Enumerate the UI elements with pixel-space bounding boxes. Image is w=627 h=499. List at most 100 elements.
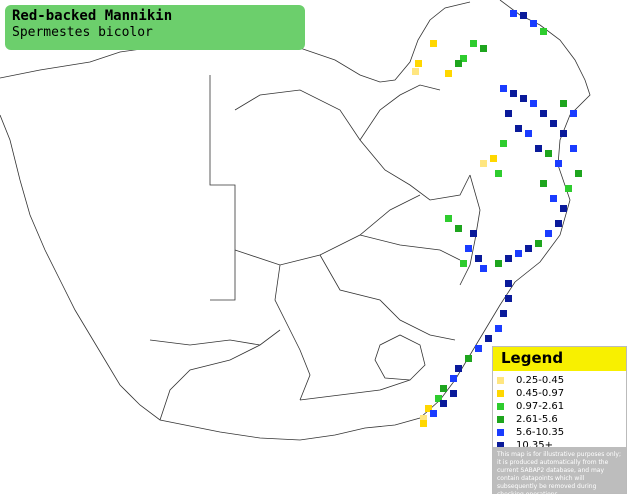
occurrence-cell xyxy=(430,410,437,417)
occurrence-cell xyxy=(465,355,472,362)
occurrence-cells xyxy=(412,10,582,427)
occurrence-cell xyxy=(495,260,502,267)
occurrence-cell xyxy=(520,12,527,19)
lesotho-border xyxy=(374,334,426,381)
occurrence-cell xyxy=(510,90,517,97)
interior-border-7 xyxy=(359,234,461,261)
occurrence-cell xyxy=(412,68,419,75)
occurrence-cell xyxy=(575,170,582,177)
legend-item: 0.97-2.61 xyxy=(495,400,626,413)
interior-border-8 xyxy=(159,329,281,421)
occurrence-cell xyxy=(560,205,567,212)
interior-border-2 xyxy=(359,84,441,141)
occurrence-cell xyxy=(470,230,477,237)
occurrence-cell xyxy=(560,100,567,107)
namibia-botswana-border xyxy=(209,75,236,301)
occurrence-cell xyxy=(445,215,452,222)
legend-label: 0.97-2.61 xyxy=(516,401,565,412)
occurrence-cell xyxy=(540,110,547,117)
legend-panel: Legend 0.25-0.45 0.45-0.97 0.97-2.61 2.61-5… xyxy=(492,346,627,498)
occurrence-cell xyxy=(460,55,467,62)
occurrence-cell xyxy=(480,45,487,52)
occurrence-cell xyxy=(515,125,522,132)
occurrence-cell xyxy=(565,185,572,192)
occurrence-cell xyxy=(540,28,547,35)
legend-swatch xyxy=(497,429,504,436)
legend-swatch xyxy=(497,390,504,397)
occurrence-cell xyxy=(550,120,557,127)
occurrence-cell xyxy=(500,140,507,147)
occurrence-cell xyxy=(450,375,457,382)
occurrence-cell xyxy=(465,245,472,252)
legend-swatch xyxy=(497,442,504,449)
legend-heading: Legend xyxy=(493,347,626,371)
interior-border-5 xyxy=(274,264,311,401)
occurrence-cell xyxy=(540,180,547,187)
occurrence-cell xyxy=(445,70,452,77)
occurrence-cell xyxy=(420,415,427,422)
occurrence-cell xyxy=(425,405,432,412)
occurrence-cell xyxy=(505,255,512,262)
occurrence-cell xyxy=(525,245,532,252)
legend-label: 0.25-0.45 xyxy=(516,375,565,386)
occurrence-cell xyxy=(525,130,532,137)
occurrence-cell xyxy=(530,100,537,107)
occurrence-cell xyxy=(455,365,462,372)
legend-swatch xyxy=(497,377,504,384)
legend-item: 10.35+ xyxy=(495,439,626,452)
legend-rows: 0.25-0.45 0.45-0.97 0.97-2.61 2.61-5.6 5.6-1… xyxy=(493,371,626,452)
species-common-name: Red-backed Mannikin xyxy=(12,8,173,24)
occurrence-cell xyxy=(490,155,497,162)
occurrence-cell xyxy=(555,220,562,227)
occurrence-cell xyxy=(545,230,552,237)
occurrence-cell xyxy=(570,110,577,117)
occurrence-cell xyxy=(435,395,442,402)
occurrence-cell xyxy=(450,390,457,397)
occurrence-cell xyxy=(455,225,462,232)
occurrence-cell xyxy=(535,240,542,247)
legend-label: 0.45-0.97 xyxy=(516,388,565,399)
legend-item: 0.25-0.45 xyxy=(495,374,626,387)
occurrence-cell xyxy=(505,110,512,117)
occurrence-cell xyxy=(440,400,447,407)
legend-disclaimer: This map is for illustrative purposes on… xyxy=(493,447,626,498)
occurrence-cell xyxy=(505,280,512,287)
legend-swatch xyxy=(497,403,504,410)
occurrence-cell xyxy=(545,150,552,157)
occurrence-cell xyxy=(500,310,507,317)
occurrence-cell xyxy=(475,255,482,262)
occurrence-cell xyxy=(455,60,462,67)
occurrence-cell xyxy=(470,40,477,47)
occurrence-cell xyxy=(430,40,437,47)
occurrence-cell xyxy=(535,145,542,152)
legend-label: 2.61-5.6 xyxy=(516,414,558,425)
occurrence-cell xyxy=(495,170,502,177)
legend-item: 0.45-0.97 xyxy=(495,387,626,400)
occurrence-cell xyxy=(505,295,512,302)
occurrence-cell xyxy=(440,385,447,392)
occurrence-cell xyxy=(500,85,507,92)
interior-border-1 xyxy=(234,89,471,201)
legend-label: 5.6-10.35 xyxy=(516,427,565,438)
occurrence-cell xyxy=(550,195,557,202)
occurrence-cell xyxy=(480,160,487,167)
occurrence-cell xyxy=(530,20,537,27)
species-scientific-name: Spermestes bicolor xyxy=(12,25,153,40)
occurrence-cell xyxy=(460,260,467,267)
occurrence-cell xyxy=(555,160,562,167)
occurrence-cell xyxy=(560,130,567,137)
legend-item: 5.6-10.35 xyxy=(495,426,626,439)
country-borders xyxy=(0,0,591,441)
title-box: Red-backed Mannikin Spermestes bicolor xyxy=(5,5,305,50)
occurrence-cell xyxy=(515,250,522,257)
interior-border-4 xyxy=(234,194,421,266)
interior-border-3 xyxy=(459,174,481,286)
occurrence-cell xyxy=(485,335,492,342)
interior-border-6 xyxy=(319,254,456,341)
occurrence-cell xyxy=(520,95,527,102)
legend-label: 10.35+ xyxy=(516,440,554,451)
interior-border-10 xyxy=(149,339,261,346)
occurrence-cell xyxy=(570,145,577,152)
legend-swatch xyxy=(497,416,504,423)
